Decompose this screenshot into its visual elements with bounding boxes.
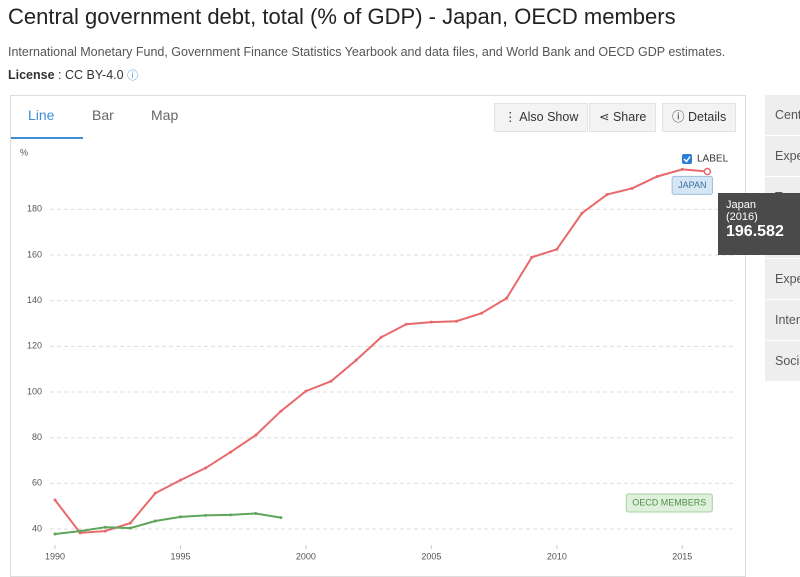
series-label-box: [625, 493, 713, 513]
data-point: [103, 525, 107, 529]
sidebar-item[interactable]: Inter: [765, 300, 800, 340]
y-unit: %: [20, 147, 28, 157]
y-tick-label: 100: [27, 386, 42, 396]
button-label: Details: [687, 110, 727, 124]
data-point: [254, 433, 258, 437]
checkbox[interactable]: [682, 154, 692, 164]
tooltip-value: 196.582: [726, 223, 784, 240]
license-value: : CC BY-4.0: [58, 68, 124, 82]
data-point: [680, 167, 684, 171]
page-title: Central government debt, total (% of GDP…: [8, 4, 676, 29]
tab[interactable]: Bar: [92, 107, 114, 123]
data-point: [404, 322, 408, 326]
sidebar-item[interactable]: Centr: [765, 95, 800, 135]
button[interactable]: ⓘ Details: [662, 103, 737, 132]
x-tick-label: 1990: [45, 551, 65, 561]
tooltip-year: (2016): [726, 211, 758, 223]
x-tick-label: 1995: [170, 551, 190, 561]
series-label-text: OECD MEMBERS: [632, 497, 706, 507]
data-point: [454, 319, 458, 323]
x-tick-label: 2005: [421, 551, 441, 561]
data-point: [279, 516, 283, 520]
sidebar-item[interactable]: Expe: [765, 259, 800, 299]
series-label-text: JAPAN: [678, 180, 706, 190]
license: License : CC BY-4.0 ⓘ: [8, 67, 138, 83]
data-point: [229, 513, 233, 517]
data-point: [555, 247, 559, 251]
button-label: Also Show: [519, 110, 579, 124]
series-line: [54, 512, 281, 536]
data-point: [429, 320, 433, 324]
license-label: License: [8, 68, 55, 82]
data-point: [480, 311, 484, 315]
series-label: JAPAN: [671, 175, 713, 195]
data-point: [153, 491, 157, 495]
y-tick-label: 120: [27, 341, 42, 351]
data-point: [279, 409, 283, 413]
y-tick-label: 60: [32, 478, 42, 488]
button-label: Share: [612, 110, 647, 124]
tab[interactable]: Line: [28, 107, 55, 123]
x-tick-label: 2000: [296, 551, 316, 561]
data-point: [304, 389, 308, 393]
data-point: [605, 193, 609, 197]
data-point: [204, 466, 208, 470]
series-label: OECD MEMBERS: [625, 493, 713, 513]
tooltip-series: Japan: [726, 199, 756, 211]
info-icon[interactable]: ⓘ: [127, 70, 139, 82]
x-tick-label: 2015: [672, 551, 692, 561]
tab[interactable]: Map: [151, 107, 179, 123]
checkbox-label: LABEL: [697, 154, 729, 165]
y-tick-label: 40: [32, 523, 42, 533]
data-point: [354, 358, 358, 362]
data-point: [655, 174, 659, 178]
data-point: [229, 450, 233, 454]
data-point: [178, 515, 182, 519]
data-point: [329, 379, 333, 383]
data-point: [254, 511, 258, 515]
checkmark: [683, 156, 691, 163]
sidebar-item[interactable]: Expe: [765, 136, 800, 176]
data-point: [53, 532, 57, 536]
y-tick-label: 180: [27, 204, 42, 214]
data-point: [153, 519, 157, 523]
data-point: [630, 186, 634, 190]
button[interactable]: ⋮ Also Show: [494, 103, 589, 132]
data-point: [505, 296, 509, 300]
source: International Monetary Fund, Government …: [8, 45, 726, 59]
chart: % 40 60 80 100 120 140 160 180 1990 1995 2000 2005 2…: [20, 147, 735, 561]
data-point: [204, 513, 208, 517]
data-point: [103, 529, 107, 533]
series-line: [54, 168, 708, 534]
button[interactable]: ⋖ Share: [589, 103, 657, 132]
data-point: [128, 521, 132, 525]
data-point: [530, 255, 534, 259]
data-point: [178, 478, 182, 482]
data-point: [128, 526, 132, 530]
data-point: [580, 211, 584, 215]
x-tick-label: 2010: [547, 551, 567, 561]
y-tick-label: 140: [27, 295, 42, 305]
y-tick-label: 160: [27, 249, 42, 259]
sidebar-item[interactable]: Socia: [765, 341, 800, 381]
chart-card: [10, 95, 746, 577]
data-point: [379, 335, 383, 339]
tooltip: Japan (2016) 196.582: [718, 193, 800, 255]
data-point: [53, 498, 57, 502]
data-point: [703, 167, 712, 176]
series-label-box: [671, 175, 713, 195]
tab-underline: [11, 137, 83, 139]
y-tick-label: 80: [32, 432, 42, 442]
data-point: [78, 529, 82, 533]
